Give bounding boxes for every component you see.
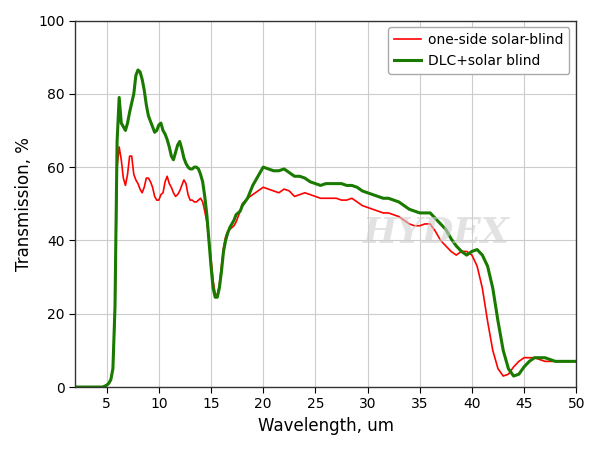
Text: HYDEX: HYDEX <box>362 216 509 250</box>
DLC+solar blind <box>374 194 382 199</box>
DLC+solar blind <box>72 384 79 390</box>
DLC+solar blind <box>193 164 200 170</box>
Line: DLC+solar blind: DLC+solar blind <box>76 70 576 387</box>
one-side solar-blind <box>72 384 79 390</box>
one-side solar-blind <box>270 188 277 194</box>
one-side solar-blind <box>562 359 569 364</box>
one-side solar-blind <box>201 208 208 214</box>
one-side solar-blind <box>468 252 475 258</box>
DLC+solar blind <box>468 249 475 254</box>
X-axis label: Wavelength, um: Wavelength, um <box>258 417 394 435</box>
DLC+solar blind <box>572 359 580 364</box>
one-side solar-blind <box>374 208 382 214</box>
one-side solar-blind <box>116 144 123 150</box>
Legend: one-side solar-blind, DLC+solar blind: one-side solar-blind, DLC+solar blind <box>388 27 569 73</box>
one-side solar-blind <box>572 359 580 364</box>
DLC+solar blind <box>562 359 569 364</box>
DLC+solar blind <box>201 194 208 199</box>
one-side solar-blind <box>193 199 200 205</box>
DLC+solar blind <box>270 168 277 174</box>
DLC+solar blind <box>134 68 142 73</box>
Y-axis label: Transmission, %: Transmission, % <box>15 137 33 271</box>
Line: one-side solar-blind: one-side solar-blind <box>76 147 576 387</box>
